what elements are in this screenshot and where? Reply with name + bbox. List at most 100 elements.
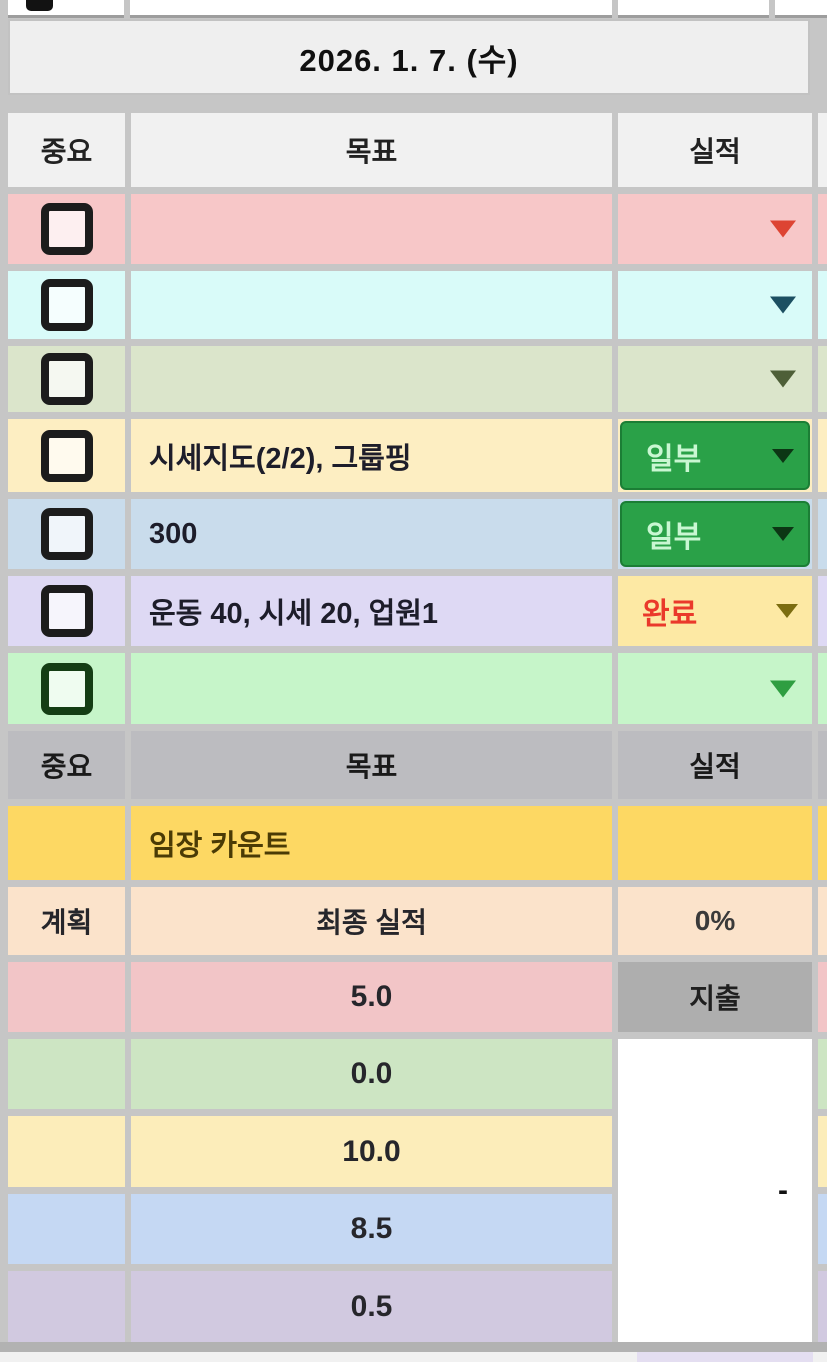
row-edge-strip — [818, 271, 827, 339]
result-dropdown-cell[interactable]: 일부 — [618, 499, 812, 569]
goal-cell[interactable] — [131, 271, 612, 339]
goal-cell[interactable] — [131, 194, 612, 264]
sliver-cell — [618, 0, 769, 18]
value-text: 0.0 — [350, 1057, 393, 1090]
important-checkbox[interactable] — [40, 203, 93, 255]
important-checkbox[interactable] — [40, 662, 93, 715]
row-edge-strip — [818, 346, 827, 412]
row-edge-strip — [818, 1116, 827, 1187]
result-dropdown-cell[interactable]: 완료 — [618, 576, 812, 646]
value-important-cell[interactable] — [8, 1271, 125, 1342]
date-header: 2026. 1. 7. (수) — [8, 19, 810, 95]
header-label: 목표 — [345, 751, 398, 782]
important-checkbox[interactable] — [40, 585, 93, 637]
header-label: 실적 — [689, 136, 741, 167]
value-important-cell[interactable] — [8, 1194, 125, 1264]
spend-header-cell: 지출 — [618, 962, 812, 1032]
empty-dash: - — [778, 1173, 788, 1207]
summary-table: 중요 목표 실적 임장 카운트 계획 최종 실적 0% 5.0 지출 - 0.0… — [8, 731, 827, 1342]
goals-table: 중요 목표 실적 시세지도(2/2), 그룹핑 일부 300 — [8, 113, 827, 724]
plan-label: 계획 — [40, 907, 93, 938]
header-edge-strip — [818, 113, 827, 187]
result-dropdown-cell[interactable] — [618, 271, 812, 339]
percent-value: 0% — [694, 905, 736, 936]
date-text: 2026. 1. 7. (수) — [299, 42, 519, 78]
sliver-cell — [130, 0, 612, 18]
important-checkbox[interactable] — [40, 508, 93, 560]
dropdown-arrow-icon[interactable] — [772, 527, 794, 541]
important-cell — [8, 653, 125, 724]
value-cell[interactable]: 8.5 — [131, 1194, 612, 1264]
bottom-divider — [0, 1342, 827, 1352]
next-row-sliver — [0, 1352, 827, 1362]
value-text: 5.0 — [350, 980, 393, 1013]
column-header-important: 중요 — [8, 731, 125, 799]
value-important-cell[interactable] — [8, 962, 125, 1032]
important-checkbox[interactable] — [40, 279, 93, 331]
important-checkbox[interactable] — [40, 429, 93, 482]
column-header-goal: 목표 — [131, 113, 612, 187]
value-text: 8.5 — [350, 1212, 393, 1245]
final-result-label: 최종 실적 — [316, 907, 427, 938]
row-edge-strip — [818, 962, 827, 1032]
next-row-sliver-cell — [637, 1352, 813, 1362]
dropdown-arrow-icon[interactable] — [770, 370, 796, 388]
important-checkbox[interactable] — [40, 353, 93, 405]
value-cell[interactable]: 10.0 — [131, 1116, 612, 1187]
row-edge-strip — [818, 1194, 827, 1264]
header-label: 실적 — [689, 751, 741, 782]
dropdown-arrow-icon[interactable] — [770, 680, 796, 697]
dropdown-arrow-icon[interactable] — [770, 220, 796, 238]
value-cell[interactable]: 0.5 — [131, 1271, 612, 1342]
goal-cell[interactable]: 300 — [131, 499, 612, 569]
cut-checkbox-remnant — [26, 0, 53, 11]
row-edge-strip — [818, 499, 827, 569]
goal-text: 운동 40, 시세 20, 업원1 — [149, 598, 439, 630]
value-cell[interactable]: 5.0 — [131, 962, 612, 1032]
status-partial-button[interactable]: 일부 — [620, 501, 810, 567]
important-cell — [8, 194, 125, 264]
row-edge-strip — [818, 1039, 827, 1109]
row-edge-strip — [818, 576, 827, 646]
final-result-label-cell[interactable]: 최종 실적 — [131, 887, 612, 955]
goal-text: 300 — [149, 517, 198, 550]
memo-important-cell[interactable] — [8, 806, 125, 880]
row-edge-strip — [818, 887, 827, 955]
row-edge-strip — [818, 1271, 827, 1342]
goal-cell[interactable] — [131, 346, 612, 412]
header-edge-strip — [818, 731, 827, 799]
goal-cell[interactable] — [131, 653, 612, 724]
row-edge-strip — [818, 653, 827, 724]
plan-label-cell[interactable]: 계획 — [8, 887, 125, 955]
dropdown-arrow-icon[interactable] — [776, 604, 798, 618]
spend-label: 지출 — [689, 983, 741, 1014]
spend-entry-cell[interactable]: - — [618, 1039, 812, 1342]
value-cell[interactable]: 0.0 — [131, 1039, 612, 1109]
header-label: 목표 — [345, 136, 398, 167]
goal-cell[interactable]: 시세지도(2/2), 그룹핑 — [131, 419, 612, 492]
result-dropdown-cell[interactable] — [618, 194, 812, 264]
memo-goal-cell[interactable]: 임장 카운트 — [131, 806, 612, 880]
status-partial-button[interactable]: 일부 — [620, 421, 810, 490]
status-label: 일부 — [646, 442, 702, 476]
result-dropdown-cell[interactable] — [618, 346, 812, 412]
header-label: 중요 — [40, 136, 93, 167]
goal-cell[interactable]: 운동 40, 시세 20, 업원1 — [131, 576, 612, 646]
value-text: 0.5 — [350, 1289, 393, 1323]
previous-row-sliver — [0, 0, 827, 18]
result-dropdown-cell[interactable]: 일부 — [618, 419, 812, 492]
status-label: 완료 — [642, 598, 698, 631]
memo-text: 임장 카운트 — [149, 830, 291, 862]
value-important-cell[interactable] — [8, 1039, 125, 1109]
dropdown-arrow-icon[interactable] — [772, 448, 794, 463]
important-cell — [8, 271, 125, 339]
memo-result-cell[interactable] — [618, 806, 812, 880]
important-cell — [8, 419, 125, 492]
dropdown-arrow-icon[interactable] — [770, 296, 796, 314]
result-dropdown-cell[interactable] — [618, 653, 812, 724]
column-header-goal: 목표 — [131, 731, 612, 799]
row-edge-strip — [818, 806, 827, 880]
sliver-cell — [775, 0, 827, 18]
value-important-cell[interactable] — [8, 1116, 125, 1187]
final-result-percent-cell[interactable]: 0% — [618, 887, 812, 955]
